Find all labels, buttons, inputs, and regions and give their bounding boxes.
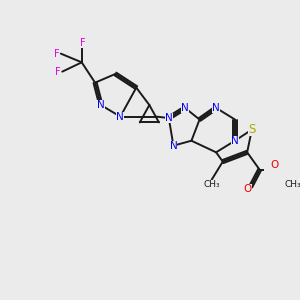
Text: N: N: [181, 103, 189, 113]
Text: N: N: [97, 100, 105, 110]
Text: F: F: [55, 67, 61, 76]
Text: N: N: [116, 112, 124, 122]
Text: N: N: [231, 136, 239, 146]
Text: N: N: [169, 141, 177, 151]
Text: N: N: [165, 113, 173, 123]
Text: O: O: [270, 160, 278, 170]
Text: F: F: [54, 49, 59, 58]
Text: N: N: [212, 103, 220, 113]
Text: F: F: [80, 38, 86, 48]
Text: CH₃: CH₃: [285, 180, 300, 189]
Text: O: O: [243, 184, 252, 194]
Text: CH₃: CH₃: [203, 180, 220, 189]
Text: S: S: [248, 123, 256, 136]
